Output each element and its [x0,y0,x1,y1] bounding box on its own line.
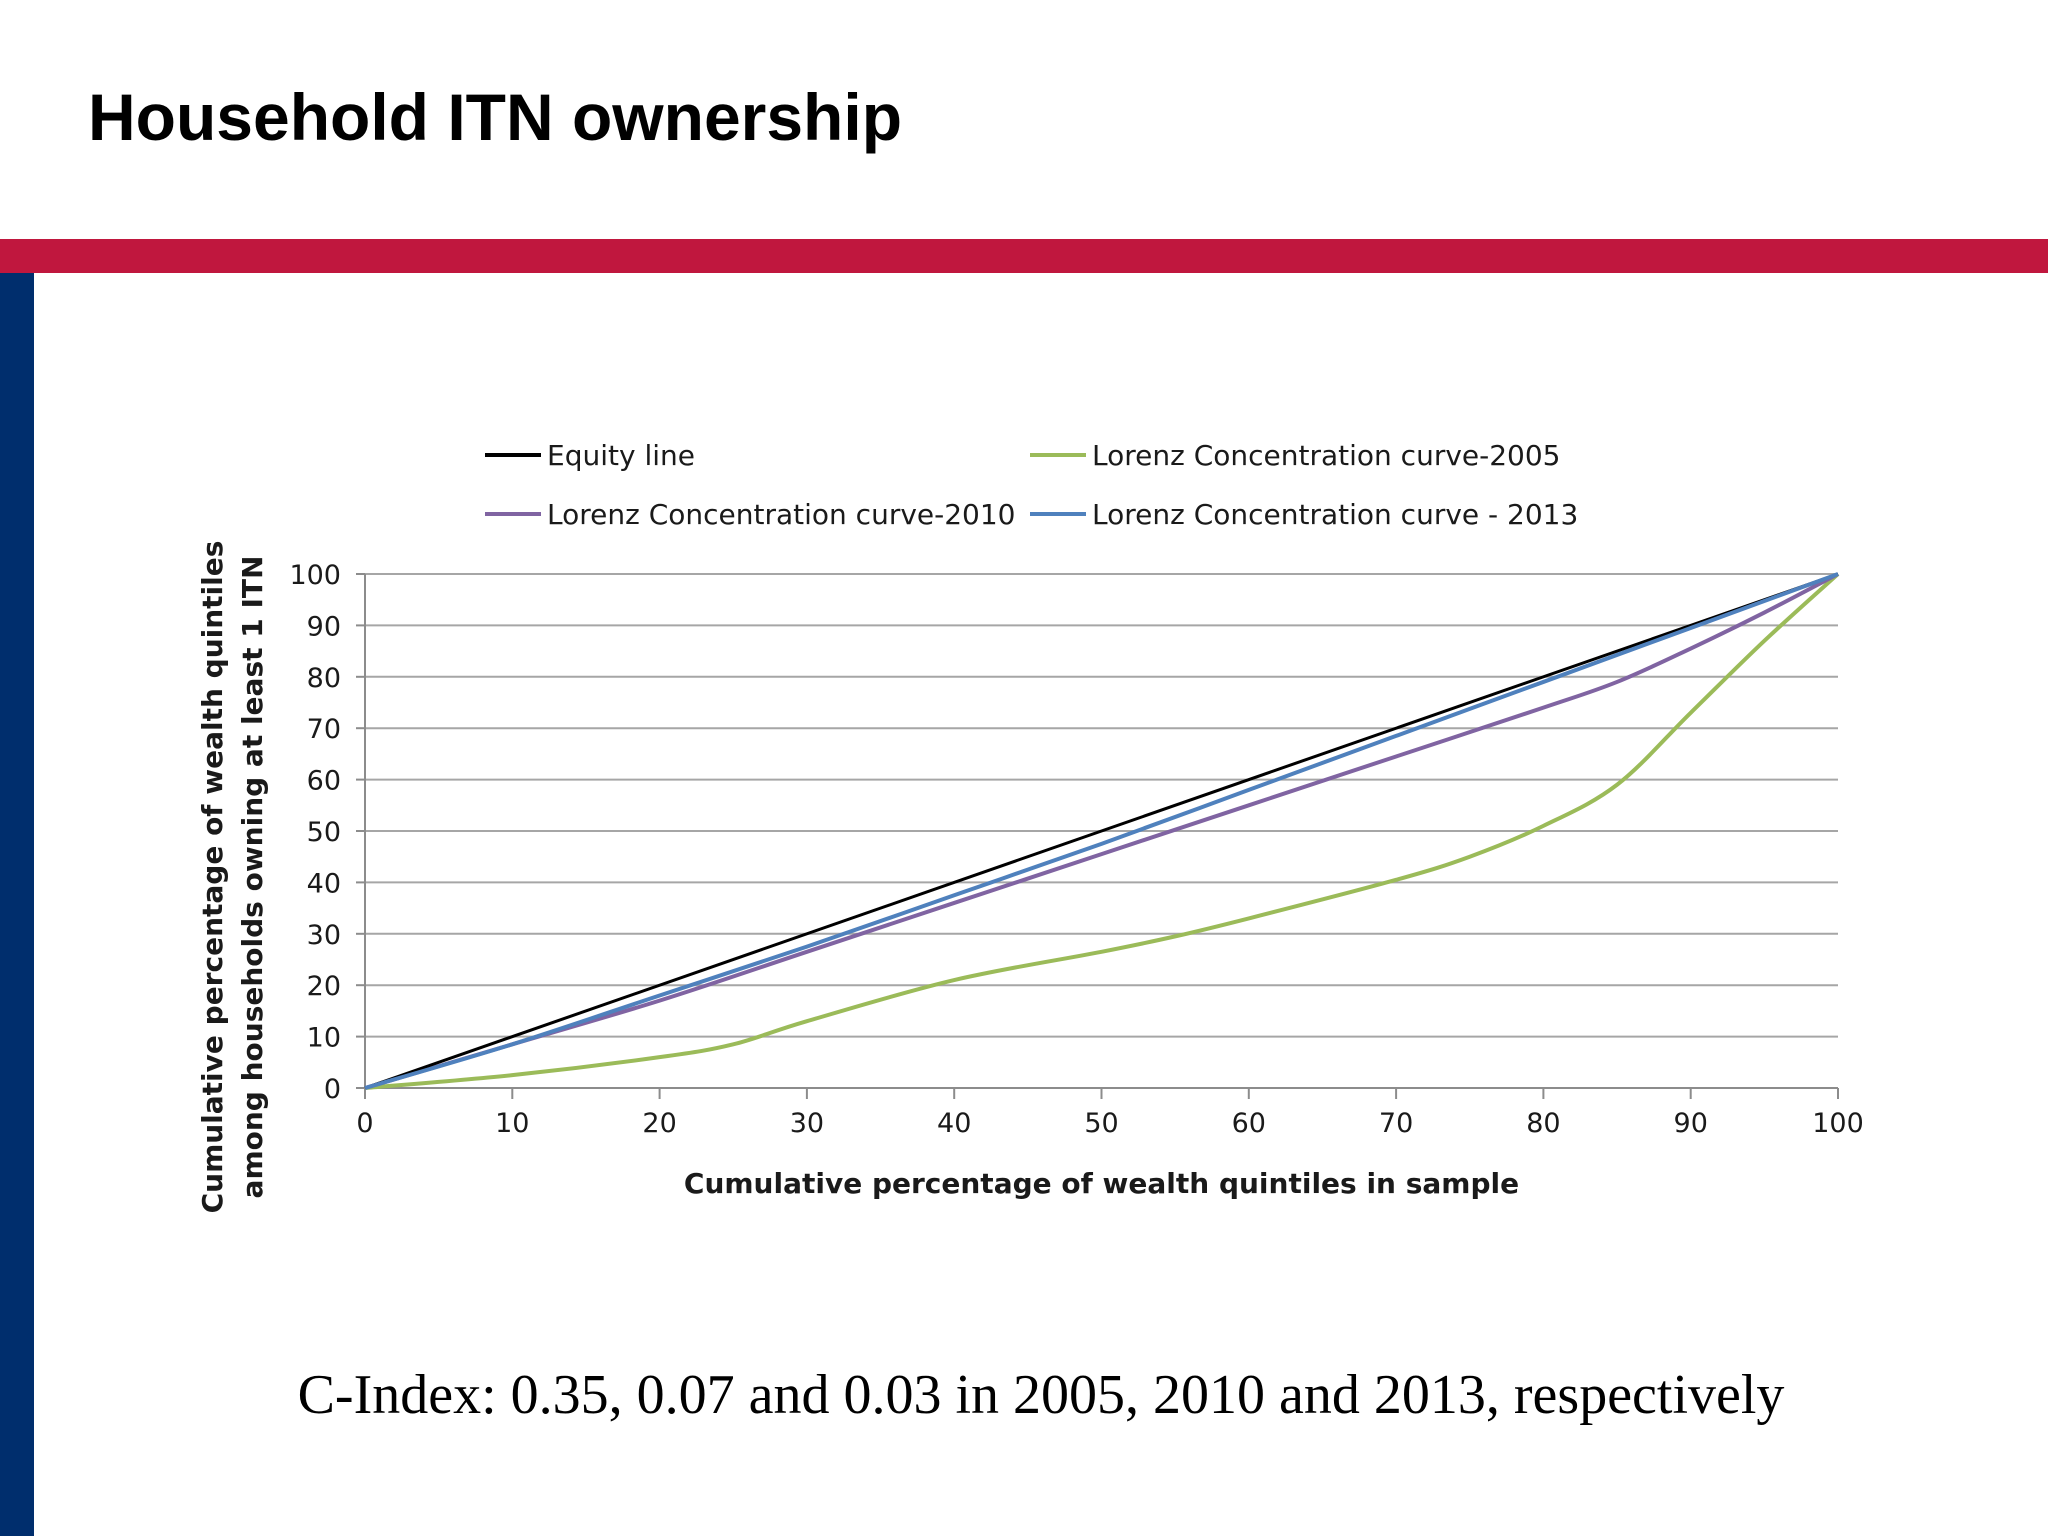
legend-label-0: Equity line [547,439,695,472]
x-tick-label: 90 [1674,1108,1708,1139]
x-tick-label: 20 [642,1108,676,1139]
legend: Equity line Lorenz Concentration curve-20… [485,439,1578,531]
legend-label-1: Lorenz Concentration curve-2005 [1092,439,1561,472]
axes: 0 10 20 30 40 50 60 70 80 90 100 0 10 20 30 40 50 60 70 80 9… [196,541,1864,1214]
y-tick-label: 70 [307,714,341,745]
y-axis-title-line: Cumulative percentage of wealth quintile… [196,541,229,1214]
series-line-0 [364,572,1839,1090]
series-line-3 [364,572,1839,1090]
y-tick-label: 100 [289,560,341,591]
legend-label-3: Lorenz Concentration curve - 2013 [1092,498,1578,531]
series-line-2 [364,572,1839,1090]
x-axis-title: Cumulative percentage of wealth quintile… [684,1167,1519,1200]
y-axis-title: Cumulative percentage of wealth quintile… [196,541,269,1214]
y-tick-label: 50 [307,817,341,848]
y-tick-label: 90 [307,611,341,642]
y-tick-label: 20 [307,971,341,1002]
x-tick-label: 100 [1812,1108,1864,1139]
y-tick-label: 10 [307,1023,341,1054]
header-red-band [0,239,2048,273]
x-tick-label: 30 [790,1108,824,1139]
left-blue-band [0,273,34,1536]
series-line-1 [364,572,1840,1090]
y-tick-label: 0 [324,1074,341,1105]
grid-lines [365,573,1838,1038]
x-tick-label: 80 [1526,1108,1560,1139]
legend-label-2: Lorenz Concentration curve-2010 [547,498,1016,531]
y-tick-label: 40 [307,868,341,899]
y-tick-label: 30 [307,920,341,951]
x-tick-label: 40 [937,1108,971,1139]
slide-title: Household ITN ownership [88,80,903,154]
c-index-caption: C-Index: 0.35, 0.07 and 0.03 in 2005, 20… [297,1364,1785,1426]
x-tick-label: 50 [1084,1108,1118,1139]
x-tick-label: 70 [1379,1108,1413,1139]
x-tick-label: 0 [356,1108,373,1139]
y-tick-label: 80 [307,663,341,694]
x-tick-label: 10 [495,1108,529,1139]
y-tick-label: 60 [307,766,341,797]
series-lines [364,572,1840,1090]
y-axis-title-line: among households owning at least 1 ITN [236,556,269,1199]
x-tick-label: 60 [1232,1108,1266,1139]
